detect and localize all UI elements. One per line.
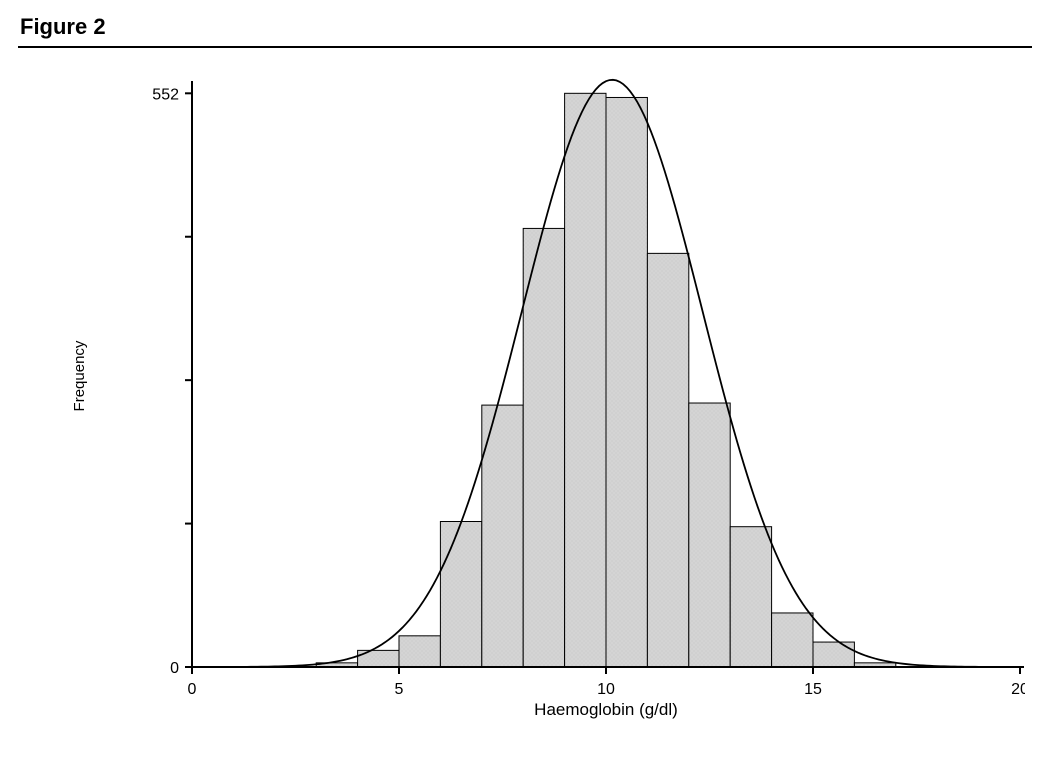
x-tick-label: 15 xyxy=(804,681,822,698)
figure-title: Figure 2 xyxy=(20,14,1032,40)
histogram-svg: 0 5 10 15 20 0 552 Haemoglobin (g/dl) Frequency xyxy=(25,62,1025,742)
bar-10-11 xyxy=(606,97,647,667)
bars-group xyxy=(316,93,896,667)
bar-8-9 xyxy=(523,228,564,667)
plot-wrap: 0 5 10 15 20 0 552 Haemoglobin (g/dl) Frequency xyxy=(25,62,1025,742)
bar-6-7 xyxy=(440,522,481,668)
x-tick-label: 20 xyxy=(1011,681,1025,698)
x-axis-label: Haemoglobin (g/dl) xyxy=(534,700,678,719)
x-tick-label: 10 xyxy=(597,681,615,698)
figure-rule xyxy=(18,46,1032,48)
figure-page: Figure 2 0 5 10 15 20 0 552 Haemoglobin (g/dl) F… xyxy=(0,0,1050,766)
y-tick-label: 552 xyxy=(152,86,179,103)
bar-5-6 xyxy=(399,636,440,667)
bar-11-12 xyxy=(647,253,688,667)
bar-12-13 xyxy=(689,403,730,667)
bar-9-10 xyxy=(565,93,606,667)
bar-14-15 xyxy=(772,613,813,667)
x-tick-label: 5 xyxy=(395,681,404,698)
y-axis-label: Frequency xyxy=(71,340,88,411)
bar-13-14 xyxy=(730,527,771,667)
y-tick-label: 0 xyxy=(170,660,179,677)
x-tick-label: 0 xyxy=(188,681,197,698)
bar-15-16 xyxy=(813,642,854,667)
bar-7-8 xyxy=(482,405,523,667)
